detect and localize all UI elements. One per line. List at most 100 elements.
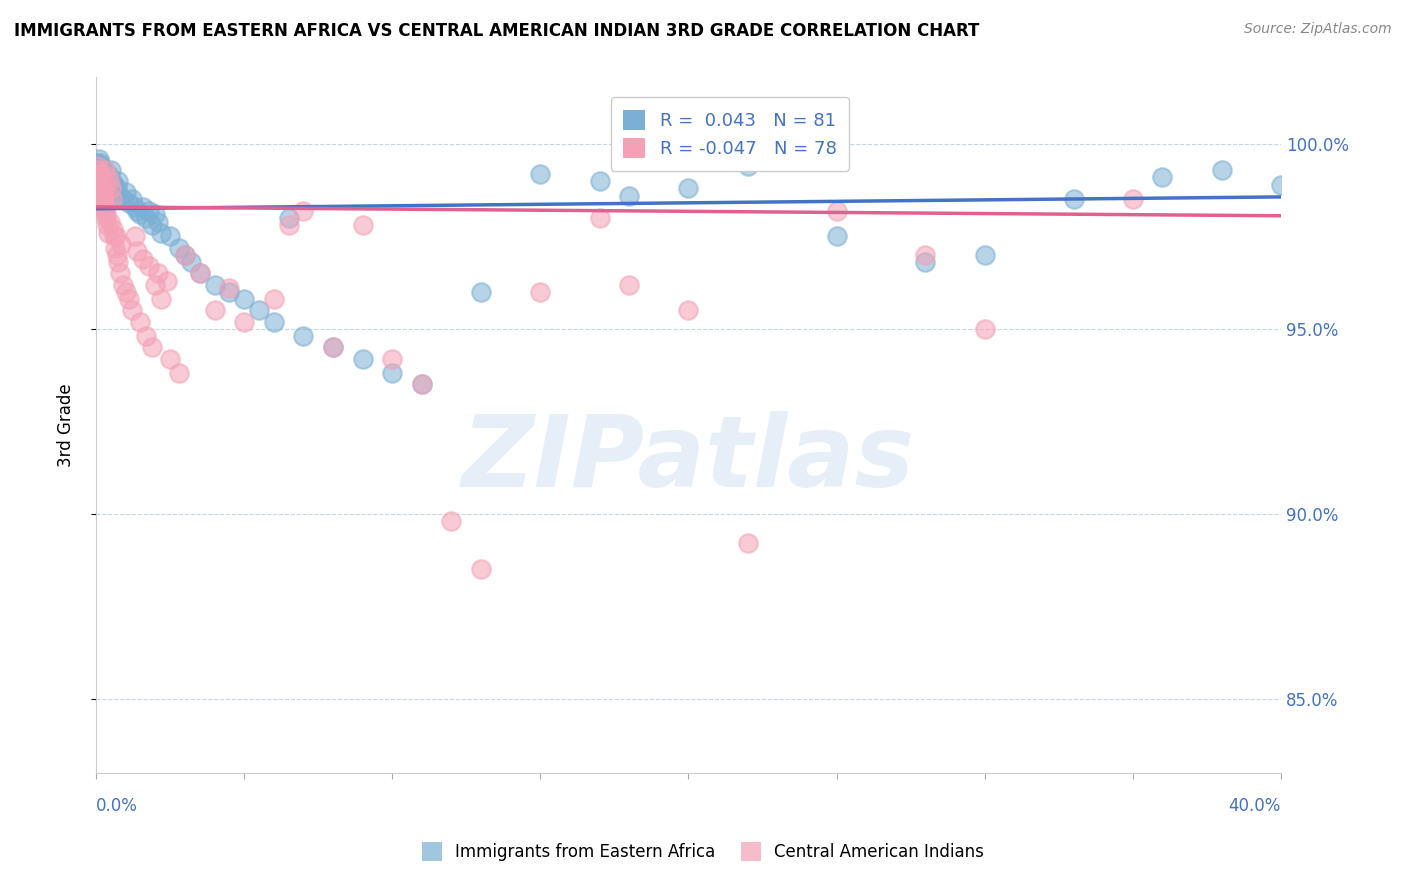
Point bbox=[121, 303, 143, 318]
Point bbox=[143, 207, 166, 221]
Point bbox=[87, 167, 110, 181]
Point bbox=[103, 185, 125, 199]
Point bbox=[678, 303, 700, 318]
Point bbox=[103, 178, 125, 192]
Point bbox=[470, 562, 492, 576]
Point bbox=[114, 185, 136, 199]
Point bbox=[89, 155, 111, 169]
Point bbox=[89, 178, 111, 192]
Point bbox=[89, 181, 111, 195]
Point bbox=[96, 170, 118, 185]
Point bbox=[1152, 170, 1174, 185]
Point bbox=[188, 267, 211, 281]
Point bbox=[247, 303, 270, 318]
Point bbox=[124, 200, 146, 214]
Point bbox=[218, 281, 240, 295]
Point bbox=[173, 248, 195, 262]
Point bbox=[180, 255, 202, 269]
Point bbox=[98, 181, 121, 195]
Point bbox=[96, 219, 118, 233]
Point bbox=[108, 189, 131, 203]
Point bbox=[107, 174, 129, 188]
Point bbox=[159, 229, 181, 244]
Point bbox=[124, 229, 146, 244]
Y-axis label: 3rd Grade: 3rd Grade bbox=[58, 384, 75, 467]
Point bbox=[90, 167, 112, 181]
Point bbox=[167, 367, 190, 381]
Point bbox=[127, 203, 149, 218]
Point bbox=[89, 181, 111, 195]
Point bbox=[89, 159, 111, 173]
Point bbox=[86, 159, 108, 173]
Point bbox=[93, 196, 115, 211]
Point bbox=[411, 377, 433, 392]
Point bbox=[292, 329, 315, 343]
Point bbox=[89, 167, 111, 181]
Point bbox=[352, 351, 374, 366]
Point bbox=[97, 226, 120, 240]
Point bbox=[97, 178, 120, 192]
Point bbox=[138, 203, 160, 218]
Point bbox=[93, 170, 115, 185]
Point bbox=[135, 211, 157, 225]
Point bbox=[132, 252, 155, 266]
Point bbox=[87, 159, 110, 173]
Point bbox=[91, 196, 114, 211]
Point bbox=[90, 162, 112, 177]
Point bbox=[277, 219, 299, 233]
Point bbox=[89, 170, 111, 185]
Point bbox=[87, 170, 110, 185]
Point bbox=[1211, 162, 1233, 177]
Point bbox=[90, 170, 112, 185]
Point bbox=[737, 159, 759, 173]
Point bbox=[94, 167, 117, 181]
Point bbox=[94, 181, 117, 195]
Point bbox=[103, 222, 125, 236]
Point bbox=[105, 229, 128, 244]
Point bbox=[90, 193, 112, 207]
Point bbox=[914, 255, 936, 269]
Point bbox=[104, 241, 127, 255]
Point bbox=[973, 248, 995, 262]
Point bbox=[381, 351, 404, 366]
Point bbox=[167, 241, 190, 255]
Point bbox=[87, 162, 110, 177]
Point bbox=[138, 259, 160, 273]
Point bbox=[159, 351, 181, 366]
Point bbox=[89, 174, 111, 188]
Point bbox=[129, 314, 152, 328]
Point bbox=[97, 167, 120, 181]
Point bbox=[263, 293, 285, 307]
Point bbox=[90, 178, 112, 192]
Point bbox=[825, 203, 848, 218]
Point bbox=[218, 285, 240, 299]
Point bbox=[173, 248, 195, 262]
Point bbox=[96, 174, 118, 188]
Point bbox=[98, 215, 121, 229]
Point bbox=[98, 174, 121, 188]
Point bbox=[93, 189, 115, 203]
Point bbox=[90, 189, 112, 203]
Point bbox=[87, 174, 110, 188]
Point bbox=[148, 215, 170, 229]
Text: Source: ZipAtlas.com: Source: ZipAtlas.com bbox=[1244, 22, 1392, 37]
Point bbox=[233, 314, 256, 328]
Point bbox=[101, 193, 124, 207]
Point bbox=[127, 244, 149, 259]
Text: ZIPatlas: ZIPatlas bbox=[463, 411, 915, 508]
Point bbox=[129, 207, 152, 221]
Text: 0.0%: 0.0% bbox=[96, 797, 138, 815]
Point bbox=[1063, 193, 1085, 207]
Point bbox=[148, 267, 170, 281]
Point bbox=[150, 226, 173, 240]
Point bbox=[588, 211, 610, 225]
Point bbox=[141, 219, 163, 233]
Point bbox=[1270, 178, 1292, 192]
Point bbox=[114, 285, 136, 299]
Point bbox=[143, 277, 166, 292]
Point bbox=[132, 200, 155, 214]
Point bbox=[104, 185, 127, 199]
Point bbox=[117, 293, 139, 307]
Legend: Immigrants from Eastern Africa, Central American Indians: Immigrants from Eastern Africa, Central … bbox=[415, 835, 991, 868]
Point bbox=[87, 174, 110, 188]
